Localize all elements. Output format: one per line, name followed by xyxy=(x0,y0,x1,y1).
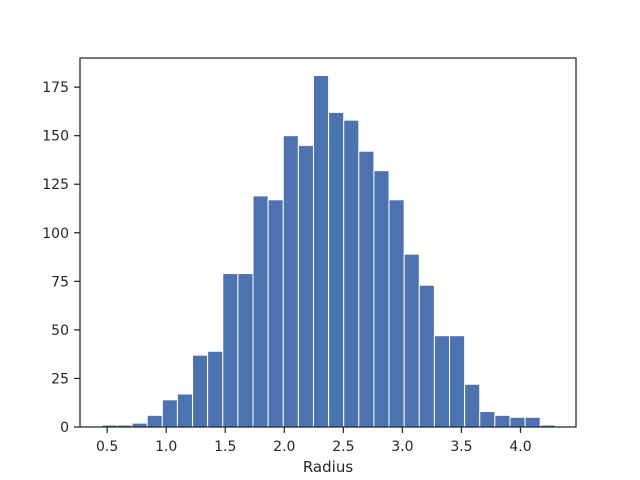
y-tick-label: 150 xyxy=(42,129,69,145)
histogram-bar-27 xyxy=(509,416,526,428)
histogram-bar-20 xyxy=(403,253,420,428)
histogram-bar-5 xyxy=(176,393,194,428)
x-axis-ticks: 0.5 1.0 1.5 2.0 2.5 3.0 3.5 4.0 xyxy=(96,427,532,455)
histogram-bar-21 xyxy=(418,284,435,428)
histogram-bar-13 xyxy=(297,144,314,428)
histogram-bar-26 xyxy=(494,414,511,428)
y-tick-label: 100 xyxy=(42,226,69,242)
histogram-bar-17 xyxy=(358,150,375,428)
x-tick-label: 3.0 xyxy=(391,439,413,455)
y-tick-label: 75 xyxy=(51,274,69,290)
y-tick-label: 0 xyxy=(60,420,69,436)
y-tick-label: 175 xyxy=(42,80,69,96)
histogram-bar-16 xyxy=(343,119,360,428)
histogram-bar-8 xyxy=(222,273,239,428)
histogram-bar-6 xyxy=(192,354,209,428)
y-axis-ticks: 0 25 50 75 100 125 150 175 xyxy=(42,80,80,436)
x-tick-label: 2.0 xyxy=(273,439,295,455)
histogram-bar-12 xyxy=(282,135,299,428)
x-axis-label: Radius xyxy=(303,458,353,476)
histogram-bar-19 xyxy=(388,199,405,428)
x-tick-label: 0.5 xyxy=(96,439,118,455)
histogram-bar-9 xyxy=(237,273,254,428)
histogram-bar-15 xyxy=(328,111,345,428)
histogram-bar-14 xyxy=(312,74,330,428)
histogram-bar-10 xyxy=(252,195,269,428)
histogram-bars xyxy=(101,74,556,428)
x-tick-label: 4.0 xyxy=(509,439,531,455)
histogram-bar-7 xyxy=(207,350,224,428)
histogram-bar-3 xyxy=(146,414,163,428)
histogram-bar-23 xyxy=(449,335,466,428)
histogram-bar-11 xyxy=(267,199,284,428)
plot-area-frame xyxy=(79,57,577,428)
histogram-bar-4 xyxy=(161,399,178,428)
y-tick-label: 50 xyxy=(51,323,69,339)
x-tick-label: 2.5 xyxy=(332,439,354,455)
histogram-bar-25 xyxy=(479,410,496,428)
x-tick-label: 3.5 xyxy=(450,439,472,455)
x-tick-label: 1.5 xyxy=(214,439,236,455)
x-tick-label: 1.0 xyxy=(155,439,177,455)
histogram-bar-24 xyxy=(464,383,481,428)
y-tick-label: 125 xyxy=(42,177,69,193)
histogram-bar-18 xyxy=(373,170,390,428)
y-tick-label: 25 xyxy=(51,371,69,387)
histogram-bar-22 xyxy=(433,335,451,428)
histogram-bar-28 xyxy=(524,416,541,428)
